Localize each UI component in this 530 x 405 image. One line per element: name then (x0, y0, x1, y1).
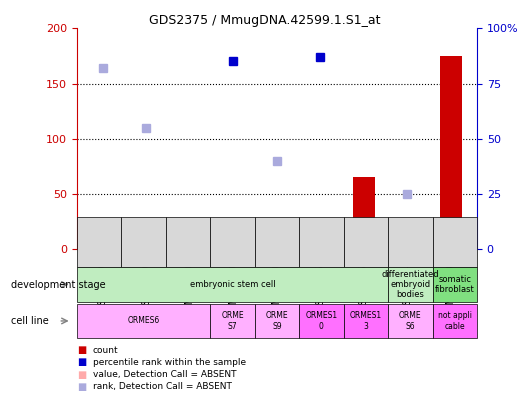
Text: GDS2375 / MmugDNA.42599.1.S1_at: GDS2375 / MmugDNA.42599.1.S1_at (149, 14, 381, 27)
Text: embryonic stem cell: embryonic stem cell (190, 280, 275, 289)
Text: ■: ■ (77, 370, 87, 379)
Bar (136, 238, 157, 249)
Text: value, Detection Call = ABSENT: value, Detection Call = ABSENT (93, 370, 236, 379)
Text: ORMES6: ORMES6 (127, 316, 160, 326)
Text: ■: ■ (77, 382, 87, 392)
Text: ORMES1
3: ORMES1 3 (350, 311, 382, 330)
Bar (310, 220, 331, 249)
Text: ORME
S7: ORME S7 (221, 311, 244, 330)
Text: ORMES1
0: ORMES1 0 (305, 311, 338, 330)
Text: ORME
S9: ORME S9 (266, 311, 288, 330)
Text: ■: ■ (77, 345, 87, 355)
Text: ■: ■ (77, 358, 87, 367)
Text: percentile rank within the sample: percentile rank within the sample (93, 358, 246, 367)
Text: rank, Detection Call = ABSENT: rank, Detection Call = ABSENT (93, 382, 232, 391)
Bar (266, 241, 288, 249)
Text: differentiated
embryoid
bodies: differentiated embryoid bodies (382, 270, 439, 299)
Bar (223, 225, 244, 249)
Bar (179, 243, 201, 249)
Bar (440, 56, 462, 249)
Text: development stage: development stage (11, 279, 105, 290)
Bar (353, 177, 375, 249)
Text: not appli
cable: not appli cable (438, 311, 472, 330)
Text: count: count (93, 346, 118, 355)
Text: ORME
S6: ORME S6 (399, 311, 422, 330)
Text: somatic
fibroblast: somatic fibroblast (435, 275, 475, 294)
Text: cell line: cell line (11, 316, 48, 326)
Bar (92, 234, 114, 249)
